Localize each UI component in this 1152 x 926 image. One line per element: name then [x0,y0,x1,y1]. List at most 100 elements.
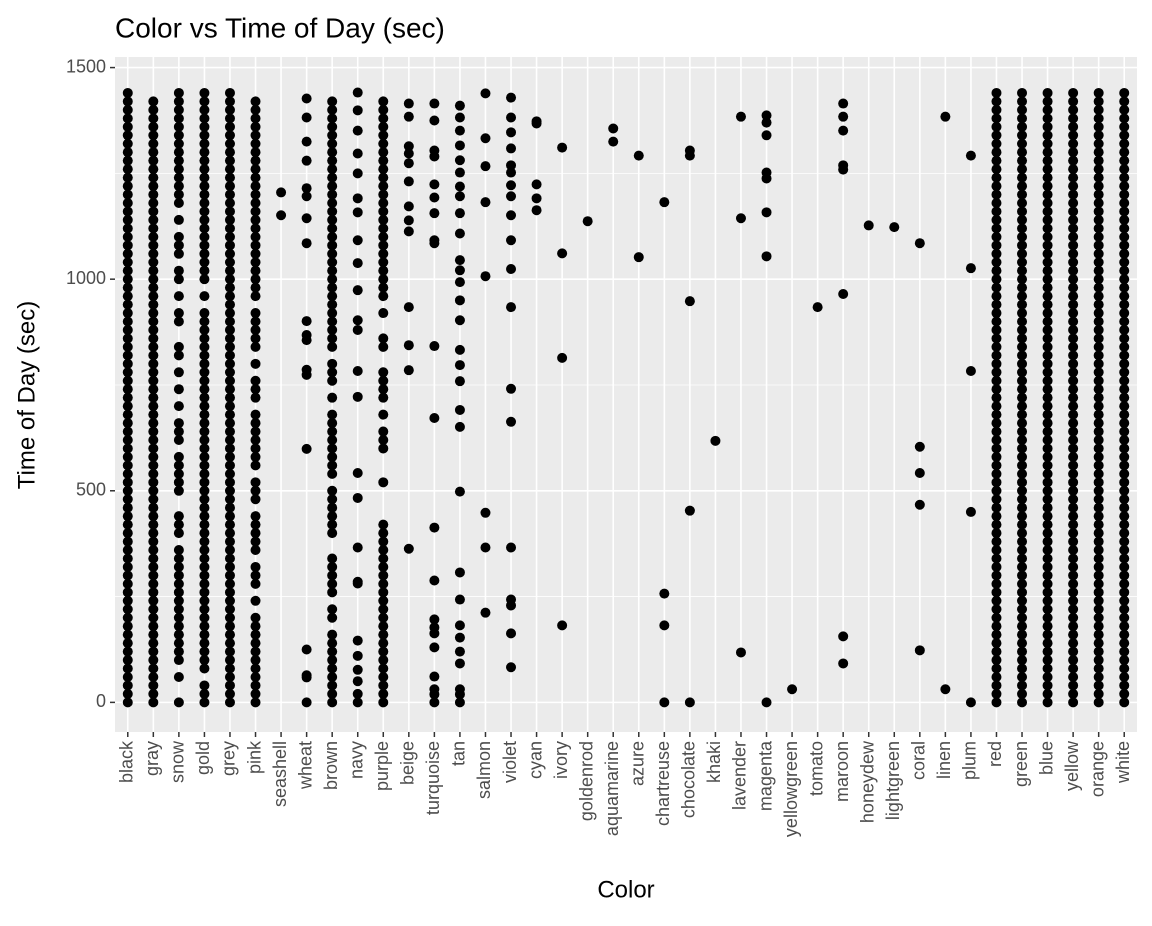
point [1119,375,1130,386]
point [327,291,338,302]
point [301,335,312,346]
point [378,553,389,564]
point [1017,274,1028,285]
point [148,113,159,124]
point [199,291,210,302]
point [1042,409,1053,420]
point [1068,502,1079,513]
point [199,468,210,479]
point [1119,130,1130,141]
x-tick-label: coral [909,741,929,780]
point [224,697,235,708]
x-tick-label: cyan [525,741,545,779]
point [991,87,1002,98]
point [454,689,465,700]
point [1093,697,1104,708]
x-tick-label: violet [500,741,520,783]
point [1119,324,1130,335]
point [480,88,491,99]
point [352,207,363,218]
point [1119,655,1130,666]
point [199,358,210,369]
point [352,542,363,553]
point [1119,341,1130,352]
point [148,587,159,598]
point [352,635,363,646]
point [122,570,133,581]
point [122,401,133,412]
y-tick-label: 1500 [66,56,106,76]
point [122,240,133,251]
point [1042,638,1053,649]
point [1042,553,1053,564]
point [327,511,338,522]
point [378,164,389,175]
point [327,451,338,462]
point [378,181,389,192]
point [1093,138,1104,149]
point [480,133,491,144]
point [224,316,235,327]
point [1093,333,1104,344]
point [1042,316,1053,327]
point [327,426,338,437]
point [148,434,159,445]
point [1042,231,1053,242]
point [1068,257,1079,268]
point [352,193,363,204]
point [965,263,976,274]
point [173,528,184,539]
point [122,392,133,403]
point [454,167,465,178]
point [991,367,1002,378]
point [224,164,235,175]
point [1093,392,1104,403]
point [1068,358,1079,369]
point [224,528,235,539]
point [122,138,133,149]
point [173,570,184,581]
point [1017,578,1028,589]
point [1017,350,1028,361]
point [327,282,338,293]
point [1093,308,1104,319]
y-tick-label: 1000 [66,268,106,288]
point [1119,688,1130,699]
point [1042,528,1053,539]
point [1119,570,1130,581]
point [454,228,465,239]
point [352,664,363,675]
point [250,291,261,302]
point [250,164,261,175]
point [250,629,261,640]
point [148,121,159,132]
point [276,187,287,198]
point [1042,164,1053,175]
point [250,231,261,242]
point [148,308,159,319]
point [199,130,210,141]
point [173,629,184,640]
point [1017,570,1028,581]
point [173,350,184,361]
point [173,646,184,657]
point [199,350,210,361]
point [173,308,184,319]
point [199,392,210,403]
point [1093,629,1104,640]
point [914,441,925,452]
point [531,179,542,190]
point [224,274,235,285]
point [1093,375,1104,386]
point [224,612,235,623]
point [148,130,159,141]
point [991,655,1002,666]
point [735,111,746,122]
point [991,468,1002,479]
point [1042,299,1053,310]
point [991,350,1002,361]
point [148,375,159,386]
point [224,87,235,98]
point [1042,96,1053,107]
point [1068,688,1079,699]
